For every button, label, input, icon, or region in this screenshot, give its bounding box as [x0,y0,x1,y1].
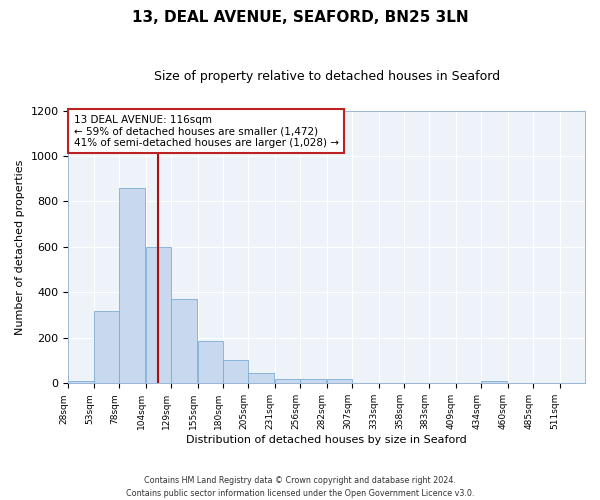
Bar [248,372,274,384]
Title: Size of property relative to detached houses in Seaford: Size of property relative to detached ho… [154,70,500,83]
Bar [68,381,94,384]
Y-axis label: Number of detached properties: Number of detached properties [15,160,25,334]
Bar [223,360,248,384]
Bar [327,380,352,384]
Text: 13, DEAL AVENUE, SEAFORD, BN25 3LN: 13, DEAL AVENUE, SEAFORD, BN25 3LN [131,10,469,25]
Bar [275,380,300,384]
Bar [94,310,119,384]
Bar [481,381,506,384]
X-axis label: Distribution of detached houses by size in Seaford: Distribution of detached houses by size … [187,435,467,445]
Bar [119,188,145,384]
Text: Contains HM Land Registry data © Crown copyright and database right 2024.
Contai: Contains HM Land Registry data © Crown c… [126,476,474,498]
Text: 13 DEAL AVENUE: 116sqm
← 59% of detached houses are smaller (1,472)
41% of semi-: 13 DEAL AVENUE: 116sqm ← 59% of detached… [74,114,338,148]
Bar [171,299,197,384]
Bar [146,247,171,384]
Bar [197,342,223,384]
Bar [300,380,326,384]
